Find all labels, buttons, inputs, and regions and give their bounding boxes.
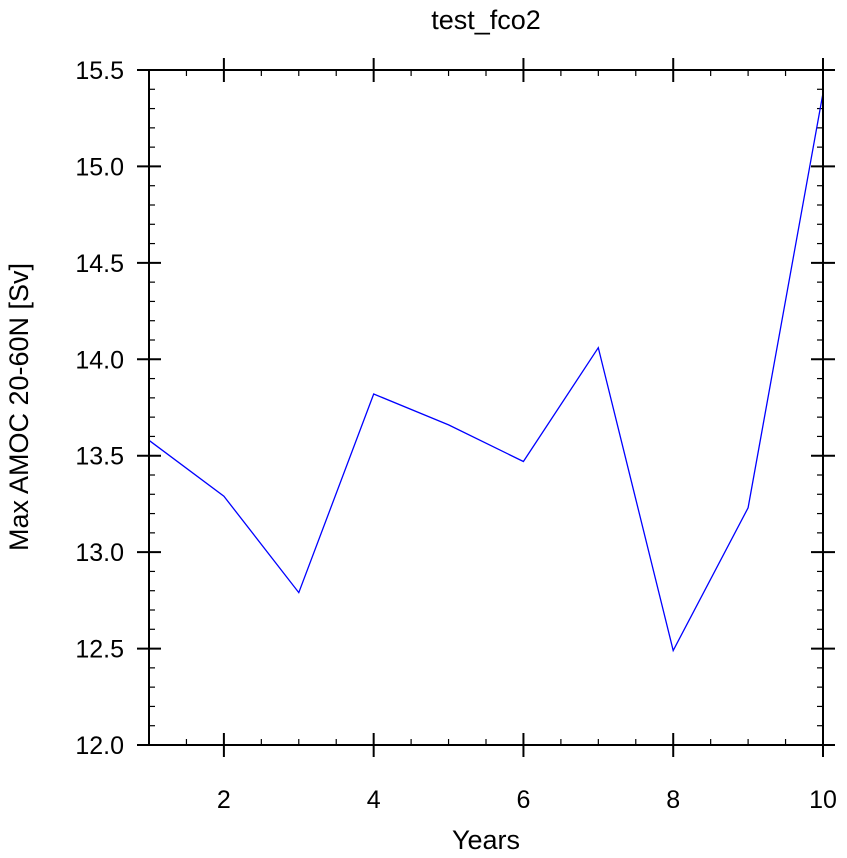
x-major-ticks (222, 58, 824, 757)
x-tick-label: 2 (217, 786, 231, 814)
chart-title: test_fco2 (431, 5, 541, 35)
y-tick-label: 12.5 (75, 636, 124, 664)
x-tick-label: 4 (367, 786, 381, 814)
x-tick-label: 10 (809, 786, 837, 814)
y-minor-ticks (149, 88, 823, 727)
y-major-ticks (137, 69, 835, 746)
x-tick-labels: 2 4 6 8 10 (217, 786, 837, 814)
y-tick-label: 14.5 (75, 250, 124, 278)
x-axis-title: Years (452, 825, 520, 855)
y-tick-label: 13.0 (75, 539, 124, 567)
x-tick-label: 8 (666, 786, 680, 814)
y-tick-label: 15.0 (75, 153, 124, 181)
x-minor-ticks (148, 70, 787, 745)
plot-frame (148, 69, 824, 746)
series-layer (148, 92, 824, 653)
y-tick-label: 12.0 (75, 732, 124, 760)
y-tick-label: 14.0 (75, 346, 124, 374)
y-tick-label: 13.5 (75, 443, 124, 471)
y-tick-label: 15.5 (75, 57, 124, 85)
y-tick-labels: 12.0 12.5 13.0 13.5 14.0 14.5 15.0 15.5 (75, 57, 124, 760)
series-line (148, 92, 824, 653)
y-axis-title: Max AMOC 20-60N [Sv] (4, 263, 34, 551)
x-tick-label: 6 (516, 786, 530, 814)
